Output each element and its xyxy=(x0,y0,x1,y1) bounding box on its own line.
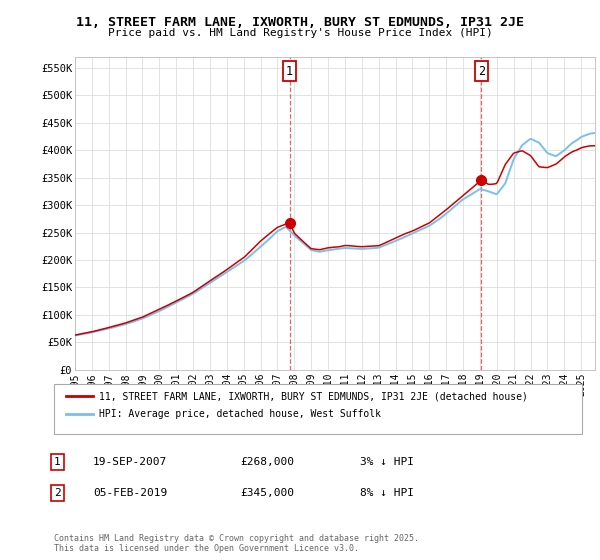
Text: 2: 2 xyxy=(478,65,485,78)
Text: 2: 2 xyxy=(54,488,61,498)
Text: 19-SEP-2007: 19-SEP-2007 xyxy=(93,457,167,467)
Text: Price paid vs. HM Land Registry's House Price Index (HPI): Price paid vs. HM Land Registry's House … xyxy=(107,28,493,38)
Text: 1: 1 xyxy=(54,457,61,467)
Text: 11, STREET FARM LANE, IXWORTH, BURY ST EDMUNDS, IP31 2JE: 11, STREET FARM LANE, IXWORTH, BURY ST E… xyxy=(76,16,524,29)
Text: 8% ↓ HPI: 8% ↓ HPI xyxy=(360,488,414,498)
Text: 05-FEB-2019: 05-FEB-2019 xyxy=(93,488,167,498)
Text: £268,000: £268,000 xyxy=(240,457,294,467)
Text: 1: 1 xyxy=(286,65,293,78)
Text: 3% ↓ HPI: 3% ↓ HPI xyxy=(360,457,414,467)
Text: 11, STREET FARM LANE, IXWORTH, BURY ST EDMUNDS, IP31 2JE (detached house): 11, STREET FARM LANE, IXWORTH, BURY ST E… xyxy=(99,391,528,402)
Text: HPI: Average price, detached house, West Suffolk: HPI: Average price, detached house, West… xyxy=(99,409,381,419)
Text: Contains HM Land Registry data © Crown copyright and database right 2025.
This d: Contains HM Land Registry data © Crown c… xyxy=(54,534,419,553)
Text: £345,000: £345,000 xyxy=(240,488,294,498)
